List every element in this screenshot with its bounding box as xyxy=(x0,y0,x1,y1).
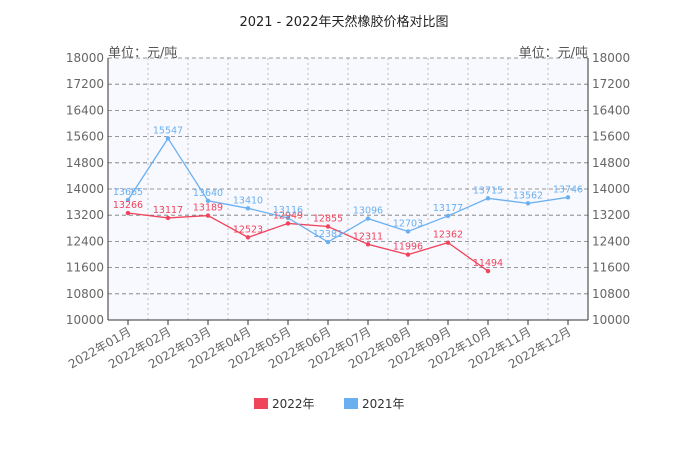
series-1-point xyxy=(405,229,411,234)
chart-title: 2021 - 2022年天然橡胶价格对比图 xyxy=(239,14,448,30)
series-1-data-label: 13096 xyxy=(353,206,383,217)
series-1-data-label: 15547 xyxy=(153,125,183,136)
series-1-data-label: 13177 xyxy=(433,203,463,214)
series-0-point xyxy=(365,242,371,247)
series-1-data-label: 13116 xyxy=(273,205,303,216)
series-0-data-label: 12362 xyxy=(433,230,463,241)
series-1-point xyxy=(565,195,571,200)
legend-label: 2021年 xyxy=(362,397,405,411)
y-tick-label-right: 10800 xyxy=(592,287,630,301)
y-tick-label-left: 15600 xyxy=(66,130,104,144)
series-0-point xyxy=(205,213,211,218)
series-1-point xyxy=(525,201,531,206)
series-1-point xyxy=(445,213,451,219)
series-1-line xyxy=(127,137,569,243)
series-0-point xyxy=(125,210,131,216)
y-tick-label-right: 17200 xyxy=(592,77,630,91)
y-tick-label-left: 14000 xyxy=(66,182,104,196)
series-0-data-label: 13266 xyxy=(113,200,143,211)
series-1-point xyxy=(485,196,491,201)
y-tick-label-left: 16400 xyxy=(66,103,104,117)
series-0-data-label: 11494 xyxy=(473,258,503,269)
y-tick-label-right: 18000 xyxy=(592,51,630,65)
series-1-data-label: 13562 xyxy=(513,190,543,201)
y-tick-label-left: 18000 xyxy=(66,51,104,65)
series-1-data-label: 13715 xyxy=(473,185,503,196)
series-0-data-label: 12311 xyxy=(353,231,383,242)
legend-swatch xyxy=(344,398,358,409)
y-tick-label-left: 13200 xyxy=(66,208,104,222)
y-tick-label-right: 14000 xyxy=(592,182,630,196)
y-tick-label-right: 12400 xyxy=(592,234,630,248)
series-0-line xyxy=(127,212,489,272)
y-tick-label-left: 14800 xyxy=(66,156,104,170)
series-0-point xyxy=(485,268,491,274)
series-1-point xyxy=(165,136,171,141)
series-0-point xyxy=(325,224,331,229)
y-tick-label-left: 10800 xyxy=(66,287,104,301)
series-1-point xyxy=(285,215,291,221)
y-tick-label-right: 13200 xyxy=(592,208,630,222)
series-1-point xyxy=(125,197,131,203)
y-tick-label-right: 11600 xyxy=(592,261,630,275)
y-tick-label-right: 15600 xyxy=(592,130,630,144)
series-0-point xyxy=(285,221,291,226)
y-tick-label-left: 10000 xyxy=(66,313,104,327)
series-1-point xyxy=(325,239,331,245)
series-0-point xyxy=(445,240,451,245)
series-1-point xyxy=(365,216,371,221)
series-1-data-label: 12703 xyxy=(393,218,423,229)
series-0-data-label: 13117 xyxy=(153,205,183,216)
series-0-point xyxy=(405,252,411,257)
y-tick-label-left: 17200 xyxy=(66,77,104,91)
series-0-point xyxy=(245,235,251,240)
series-0-point xyxy=(165,215,171,221)
series-1-data-label: 13665 xyxy=(113,187,143,198)
left-unit-label: 单位：元/吨 xyxy=(108,46,177,61)
right-unit-label: 单位：元/吨 xyxy=(519,46,588,61)
series-1-data-label: 13410 xyxy=(233,195,263,206)
series-0-data-label: 12855 xyxy=(313,213,343,224)
series-1-point xyxy=(245,206,251,211)
y-tick-label-left: 11600 xyxy=(66,261,104,275)
series-0-data-label: 12949 xyxy=(273,210,303,221)
y-tick-label-right: 10000 xyxy=(592,313,630,327)
series-0-data-label: 13189 xyxy=(193,203,223,214)
legend-label: 2022年 xyxy=(272,397,315,411)
y-tick-label-right: 16400 xyxy=(592,103,630,117)
series-1-point xyxy=(205,198,211,203)
legend-swatch xyxy=(254,398,268,409)
series-1-data-label: 12381 xyxy=(313,229,343,240)
series-1-data-label: 13746 xyxy=(553,184,583,195)
y-tick-label-right: 14800 xyxy=(592,156,630,170)
series-0-data-label: 11996 xyxy=(393,242,423,253)
series-0-data-label: 12523 xyxy=(233,224,263,235)
y-tick-label-left: 12400 xyxy=(66,234,104,248)
series-1-data-label: 13640 xyxy=(193,188,223,199)
